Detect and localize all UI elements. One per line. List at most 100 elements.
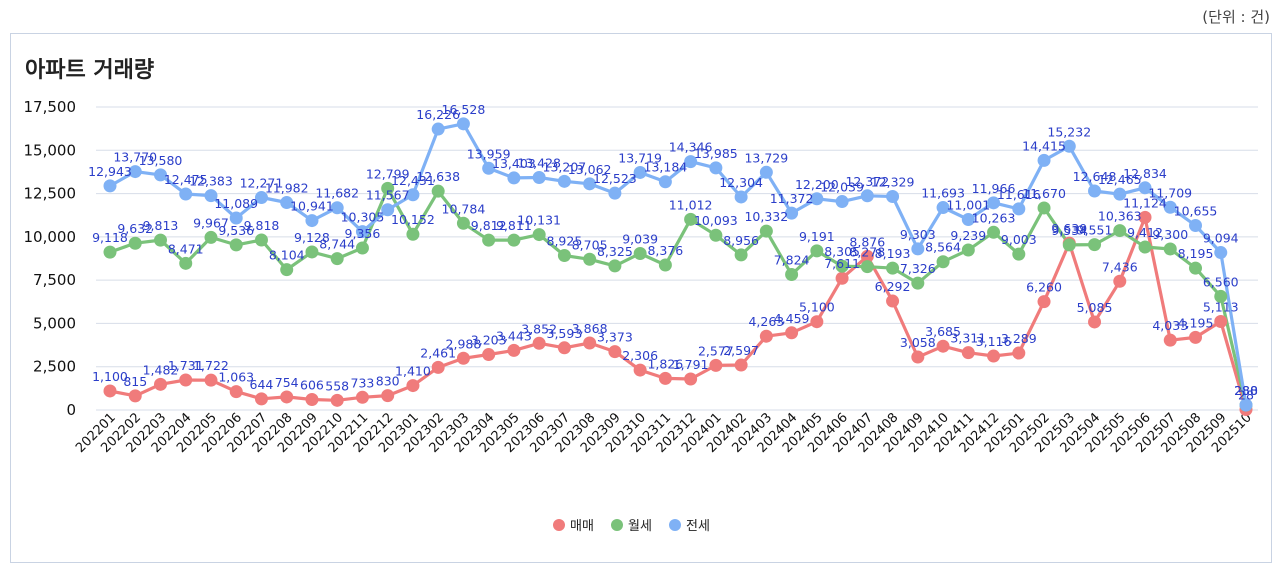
data-point-월세[interactable] [204, 230, 218, 244]
data-point-전세[interactable] [936, 201, 950, 215]
data-point-전세[interactable] [305, 214, 319, 228]
data-point-전세[interactable] [835, 195, 849, 209]
data-point-월세[interactable] [1012, 247, 1026, 261]
data-point-전세[interactable] [229, 211, 243, 225]
data-point-월세[interactable] [987, 225, 1001, 239]
data-point-월세[interactable] [1189, 261, 1203, 275]
data-point-매매[interactable] [911, 350, 925, 364]
data-point-월세[interactable] [381, 181, 395, 195]
data-point-월세[interactable] [936, 255, 950, 269]
data-point-매매[interactable] [381, 389, 395, 403]
data-point-전세[interactable] [1163, 200, 1177, 214]
data-point-전세[interactable] [128, 165, 142, 179]
data-point-전세[interactable] [153, 168, 167, 182]
data-point-매매[interactable] [179, 373, 193, 387]
data-point-전세[interactable] [355, 225, 369, 239]
data-point-전세[interactable] [1062, 139, 1076, 153]
data-point-월세[interactable] [1062, 238, 1076, 252]
data-point-매매[interactable] [860, 249, 874, 263]
data-point-월세[interactable] [1138, 240, 1152, 254]
data-point-매매[interactable] [785, 326, 799, 340]
data-point-월세[interactable] [103, 245, 117, 259]
data-point-월세[interactable] [280, 263, 294, 277]
data-point-전세[interactable] [406, 188, 420, 202]
data-point-월세[interactable] [507, 233, 521, 247]
data-point-매매[interactable] [1163, 333, 1177, 347]
data-point-전세[interactable] [254, 191, 268, 205]
data-point-매매[interactable] [229, 385, 243, 399]
data-point-전세[interactable] [557, 174, 571, 188]
data-point-월세[interactable] [1037, 201, 1051, 215]
data-point-월세[interactable] [128, 236, 142, 250]
data-point-월세[interactable] [355, 241, 369, 255]
data-point-전세[interactable] [886, 190, 900, 204]
data-point-월세[interactable] [608, 259, 622, 273]
data-point-매매[interactable] [128, 389, 142, 403]
data-point-매매[interactable] [684, 372, 698, 386]
data-point-매매[interactable] [557, 341, 571, 355]
data-point-매매[interactable] [254, 392, 268, 406]
data-point-전세[interactable] [179, 187, 193, 201]
data-point-매매[interactable] [1214, 314, 1228, 328]
data-point-전세[interactable] [1037, 153, 1051, 167]
data-point-전세[interactable] [633, 165, 647, 179]
data-point-월세[interactable] [532, 228, 546, 242]
data-point-매매[interactable] [1088, 315, 1102, 329]
data-point-매매[interactable] [456, 351, 470, 365]
data-point-매매[interactable] [406, 379, 420, 393]
data-point-매매[interactable] [355, 390, 369, 404]
data-point-월세[interactable] [557, 248, 571, 262]
data-point-월세[interactable] [810, 244, 824, 258]
data-point-매매[interactable] [608, 345, 622, 359]
data-point-월세[interactable] [911, 276, 925, 290]
data-point-매매[interactable] [280, 390, 294, 404]
data-point-월세[interactable] [759, 224, 773, 238]
data-point-전세[interactable] [1113, 187, 1127, 201]
data-point-전세[interactable] [709, 161, 723, 175]
data-point-전세[interactable] [911, 242, 925, 256]
data-point-월세[interactable] [456, 216, 470, 230]
data-point-매매[interactable] [482, 348, 496, 362]
data-point-매매[interactable] [1189, 330, 1203, 344]
data-point-매매[interactable] [103, 384, 117, 398]
data-point-월세[interactable] [633, 246, 647, 260]
data-point-매매[interactable] [633, 363, 647, 377]
data-point-전세[interactable] [1088, 184, 1102, 198]
data-point-월세[interactable] [583, 252, 597, 266]
data-point-매매[interactable] [759, 329, 773, 343]
data-point-매매[interactable] [431, 360, 445, 374]
data-point-매매[interactable] [507, 343, 521, 357]
data-point-전세[interactable] [1214, 246, 1228, 260]
data-point-매매[interactable] [987, 349, 1001, 363]
data-point-월세[interactable] [886, 261, 900, 275]
data-point-전세[interactable] [734, 190, 748, 204]
data-point-월세[interactable] [1214, 289, 1228, 303]
data-point-전세[interactable] [482, 161, 496, 175]
data-point-매매[interactable] [886, 294, 900, 308]
data-point-전세[interactable] [608, 186, 622, 200]
data-point-월세[interactable] [860, 260, 874, 274]
data-point-월세[interactable] [684, 212, 698, 226]
data-point-전세[interactable] [1189, 219, 1203, 233]
data-point-월세[interactable] [658, 258, 672, 272]
legend-label-월세[interactable]: 월세 [628, 519, 652, 534]
data-point-월세[interactable] [179, 256, 193, 270]
data-point-매매[interactable] [204, 373, 218, 387]
data-point-월세[interactable] [229, 238, 243, 252]
data-point-전세[interactable] [658, 175, 672, 189]
data-point-전세[interactable] [330, 201, 344, 215]
data-point-월세[interactable] [153, 233, 167, 247]
data-point-월세[interactable] [254, 233, 268, 247]
data-point-매매[interactable] [583, 336, 597, 350]
data-point-전세[interactable] [532, 171, 546, 185]
data-point-매매[interactable] [1113, 274, 1127, 288]
data-point-매매[interactable] [1012, 346, 1026, 360]
data-point-전세[interactable] [684, 155, 698, 169]
data-point-매매[interactable] [961, 346, 975, 360]
data-point-월세[interactable] [482, 233, 496, 247]
data-point-매매[interactable] [835, 271, 849, 285]
data-point-전세[interactable] [381, 203, 395, 217]
data-point-전세[interactable] [785, 206, 799, 220]
data-point-매매[interactable] [1037, 295, 1051, 309]
data-point-전세[interactable] [961, 213, 975, 227]
